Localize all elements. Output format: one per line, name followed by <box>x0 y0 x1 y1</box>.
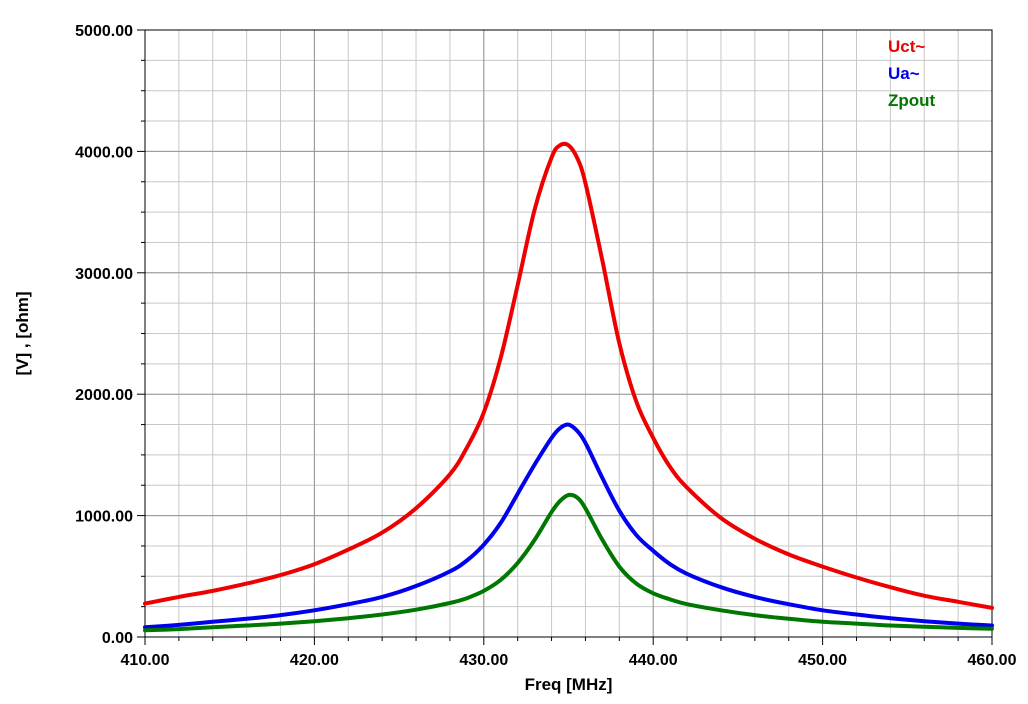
legend-entry-0: Uct~ <box>888 37 925 56</box>
series-group <box>143 141 994 633</box>
x-tick-label: 430.00 <box>459 652 508 669</box>
y-tick-label: 2000.00 <box>75 387 133 404</box>
series-line-0 <box>143 141 994 610</box>
legend: Uct~ Ua~ Zpout <box>888 37 936 110</box>
x-tick-label: 410.00 <box>121 652 170 669</box>
x-tick-label: 440.00 <box>629 652 678 669</box>
y-tick-labels: 0.00 1000.00 2000.00 3000.00 4000.00 5000.00 <box>75 23 133 647</box>
x-axis-title: Freq [MHz] <box>525 675 613 694</box>
minor-gridlines <box>144 29 993 638</box>
y-tick-label: 1000.00 <box>75 509 133 526</box>
x-tick-label: 460.00 <box>968 652 1017 669</box>
y-tick-label: 4000.00 <box>75 144 133 161</box>
x-tick-label: 420.00 <box>290 652 339 669</box>
x-tick-labels: 410.00 420.00 430.00 440.00 450.00 460.00 <box>121 652 1017 669</box>
y-tick-label: 0.00 <box>102 630 133 647</box>
y-tick-label: 5000.00 <box>75 23 133 40</box>
series-line-1 <box>143 422 994 630</box>
axis-ticks <box>137 29 993 645</box>
y-axis-title: [V] , [ohm] <box>13 291 32 375</box>
y-tick-label: 3000.00 <box>75 266 133 283</box>
legend-entry-2: Zpout <box>888 91 936 110</box>
legend-entry-1: Ua~ <box>888 64 920 83</box>
series-line-2 <box>143 492 994 633</box>
x-tick-label: 450.00 <box>798 652 847 669</box>
